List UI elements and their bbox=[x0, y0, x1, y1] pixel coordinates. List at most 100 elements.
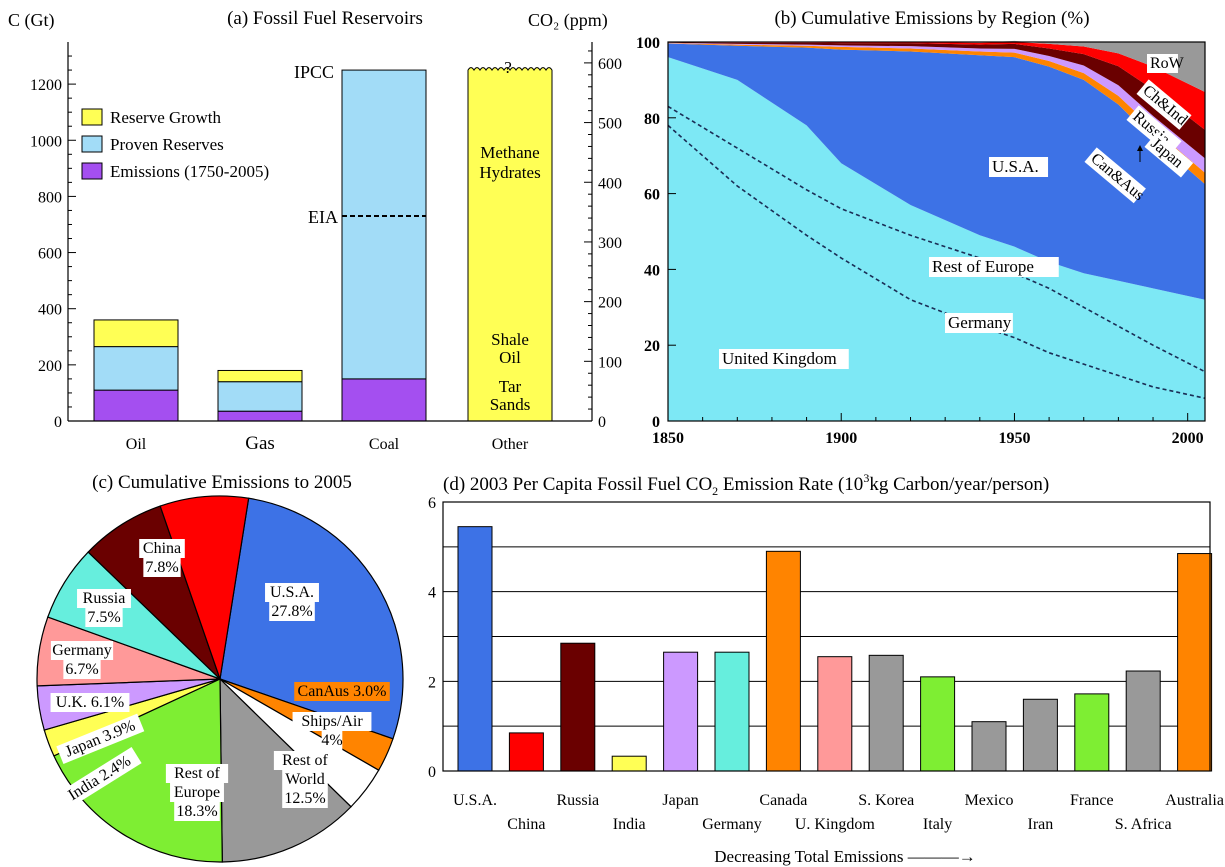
a-left-tick-label: 800 bbox=[38, 189, 62, 206]
pie-label-text: Germany bbox=[52, 642, 112, 659]
b-label-japan-bg bbox=[1144, 132, 1194, 178]
bar-gas-emissions-1750-2005 bbox=[217, 410, 303, 422]
a-right-tick-label: 600 bbox=[598, 56, 622, 73]
d-y-tick-label: 6 bbox=[428, 495, 436, 512]
panel-d-per-capita-emissions: (d) 2003 Per Capita Fossil Fuel CO2 Emis… bbox=[428, 471, 1224, 866]
d-category-label-canada: Canada bbox=[759, 792, 807, 809]
a-ipcc-label: IPCC bbox=[294, 62, 334, 82]
bar-oil-emissions-1750-2005 bbox=[93, 389, 179, 422]
d-bar-australia bbox=[1177, 553, 1213, 772]
d-category-label-s-africa: S. Africa bbox=[1115, 816, 1172, 833]
d-category-label-japan: Japan bbox=[662, 792, 698, 809]
a-left-tick-label: 1000 bbox=[30, 133, 62, 150]
bar-gas-proven-reserves bbox=[217, 381, 303, 412]
bar-gas-reserve-growth bbox=[217, 369, 303, 383]
d-y-tick-label: 2 bbox=[428, 674, 436, 691]
d-bar-india bbox=[611, 755, 647, 772]
pie-label-bg bbox=[143, 558, 181, 577]
pie-label-text: World bbox=[285, 771, 325, 788]
a-left-tick-label: 200 bbox=[38, 358, 62, 375]
panel-d-title-rest: Emission Rate (10 bbox=[718, 474, 863, 495]
d-category-label-u-kingdom: U. Kingdom bbox=[795, 816, 876, 833]
a-shale-label-1: Oil bbox=[499, 348, 521, 367]
pie-label-rest-of-europe: Rest of Europe 18.3% bbox=[165, 764, 229, 821]
b-y-tick-label: 100 bbox=[636, 35, 660, 52]
pie-label-u-s-a: U.S.A. 27.8% bbox=[265, 583, 319, 621]
d-bar-china bbox=[508, 732, 544, 772]
b-y-tick-label: 60 bbox=[644, 187, 660, 204]
panel-a-title: (a) Fossil Fuel Reservoirs bbox=[227, 8, 423, 29]
a-eia-label: EIA bbox=[308, 207, 338, 227]
pie-label-bg bbox=[170, 783, 224, 802]
b-label-rest-of-europe-bg bbox=[929, 257, 1059, 277]
pie-label-bg bbox=[85, 608, 123, 627]
d-category-label-germany: Germany bbox=[702, 816, 762, 833]
a-methane-label-1: Hydrates bbox=[479, 163, 540, 182]
pie-label-bg bbox=[56, 713, 145, 764]
b-label-germany-bg bbox=[945, 313, 1013, 333]
bar-coal-emissions-1750-2005 bbox=[341, 378, 427, 422]
pie-label-bg bbox=[174, 802, 220, 821]
b-canaus-arrowhead bbox=[1137, 145, 1143, 151]
pie-label-text: U.S.A. bbox=[270, 584, 314, 601]
bar-oil-reserve-growth bbox=[93, 319, 179, 348]
panel-d-title-sub: 2 bbox=[712, 484, 718, 498]
pie-label-text: Rest of bbox=[174, 765, 220, 782]
pie-label-bg bbox=[165, 764, 229, 783]
pie-label-text: Russia bbox=[83, 590, 126, 607]
b-y-tick-label: 20 bbox=[644, 338, 660, 355]
d-category-label-u-s-a: U.S.A. bbox=[453, 792, 497, 809]
d-bar-iran bbox=[1022, 698, 1058, 772]
a-legend-swatch-proven-reserves bbox=[81, 135, 103, 153]
a-legend-swatch-reserve-growth bbox=[81, 108, 103, 126]
pie-label-bg bbox=[282, 789, 328, 808]
b-label-row-text: RoW bbox=[1150, 55, 1185, 72]
pie-label-germany: Germany 6.7% bbox=[50, 641, 114, 679]
a-right-tick-label: 400 bbox=[598, 175, 622, 192]
panel-b-cumulative-emissions-by-region: (b) Cumulative Emissions by Region (%) R… bbox=[636, 8, 1206, 447]
a-right-tick-label: 0 bbox=[598, 414, 606, 431]
pie-label-text: 18.3% bbox=[176, 803, 217, 820]
pie-label-text: CanAus 3.0% bbox=[298, 683, 387, 700]
pie-label-ships-air: Ships/Air 4% bbox=[292, 712, 372, 750]
a-legend-swatch-emissions-1750-2005 bbox=[81, 162, 103, 180]
pie-label-bg bbox=[77, 589, 131, 608]
pie-label-text: Rest of bbox=[282, 752, 328, 769]
d-bar-canada bbox=[765, 550, 801, 772]
b-label-germany-text: Germany bbox=[948, 313, 1012, 332]
panel-c-cumulative-emissions-pie: (c) Cumulative Emissions to 2005 U.S.A. 2… bbox=[36, 472, 404, 863]
b-label-row-bg bbox=[1147, 54, 1178, 73]
a-shale-label-0: Shale bbox=[491, 330, 529, 349]
a-question-mark: ? bbox=[504, 58, 512, 77]
b-label-rest-of-europe: Rest of Europe bbox=[929, 257, 1059, 277]
a-legend-label-emissions-1750-2005: Emissions (1750-2005) bbox=[110, 162, 269, 181]
d-bar-s-korea bbox=[868, 654, 904, 772]
pie-label-bg bbox=[292, 712, 372, 731]
pie-label-bg bbox=[50, 641, 114, 660]
b-label-canaus-bg bbox=[1084, 147, 1146, 204]
pie-label-text: 7.5% bbox=[87, 609, 120, 626]
bar-other-reserve-growth bbox=[467, 67, 553, 422]
a-right-tick-label: 500 bbox=[598, 116, 622, 133]
d-category-label-italy: Italy bbox=[923, 816, 952, 833]
a-category-label-coal: Coal bbox=[369, 436, 400, 453]
pie-label-text: Europe bbox=[174, 784, 220, 801]
a-legend-label-proven-reserves: Proven Reserves bbox=[110, 135, 224, 154]
d-bar-russia bbox=[560, 642, 596, 772]
bar-coal-proven-reserves bbox=[341, 69, 427, 380]
area-row bbox=[668, 40, 1205, 93]
area-u-s-a bbox=[668, 43, 1205, 300]
pie-label-bg bbox=[63, 660, 101, 679]
pie-label-russia: Russia 7.5% bbox=[77, 589, 131, 627]
panel-d-title-main: (d) 2003 Per Capita Fossil Fuel CO bbox=[443, 474, 712, 495]
panel-d-title-sup: 3 bbox=[863, 471, 869, 485]
b-y-tick-label: 0 bbox=[652, 414, 660, 431]
pie-label-bg bbox=[139, 539, 185, 558]
b-label-usa: U.S.A. bbox=[989, 157, 1049, 177]
pie-label-canaus: CanAus 3.0% bbox=[294, 682, 390, 701]
a-tar-label-1: Sands bbox=[490, 395, 531, 414]
dashed-line-germany bbox=[667, 124, 1206, 400]
pie-label-text: 12.5% bbox=[284, 790, 325, 807]
a-methane-label-0: Methane bbox=[480, 143, 539, 162]
